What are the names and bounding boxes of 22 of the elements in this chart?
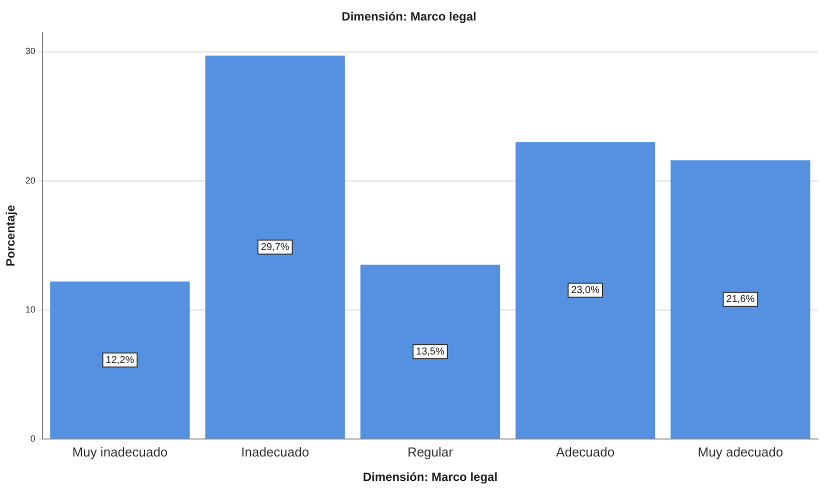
x-axis-title: Dimensión: Marco legal xyxy=(362,470,498,484)
y-tick-label: 0 xyxy=(30,433,36,444)
bar xyxy=(50,282,190,438)
data-label: 29,7% xyxy=(260,242,290,253)
x-tick-label: Muy inadecuado xyxy=(72,444,168,460)
data-label: 21,6% xyxy=(726,294,755,306)
x-tick-label: Adecuado xyxy=(556,444,615,460)
y-tick-label: 10 xyxy=(25,304,36,314)
y-tick-label: 30 xyxy=(25,46,36,56)
bar xyxy=(670,160,810,438)
x-tick-label: Inadecuado xyxy=(241,444,310,460)
bar xyxy=(360,264,500,438)
chart-title: Dimensión: Marco legal xyxy=(342,10,476,24)
bar xyxy=(516,142,656,438)
data-label: 13,5% xyxy=(416,346,444,358)
y-axis-title: Porcentaje xyxy=(4,204,18,266)
bar xyxy=(205,56,345,438)
x-tick-label: Regular xyxy=(407,444,454,460)
x-tick-label: Muy adecuado xyxy=(698,444,784,460)
data-label: 12,2% xyxy=(106,354,134,366)
y-tick-label: 20 xyxy=(25,175,36,186)
data-label: 23,0% xyxy=(571,285,600,296)
